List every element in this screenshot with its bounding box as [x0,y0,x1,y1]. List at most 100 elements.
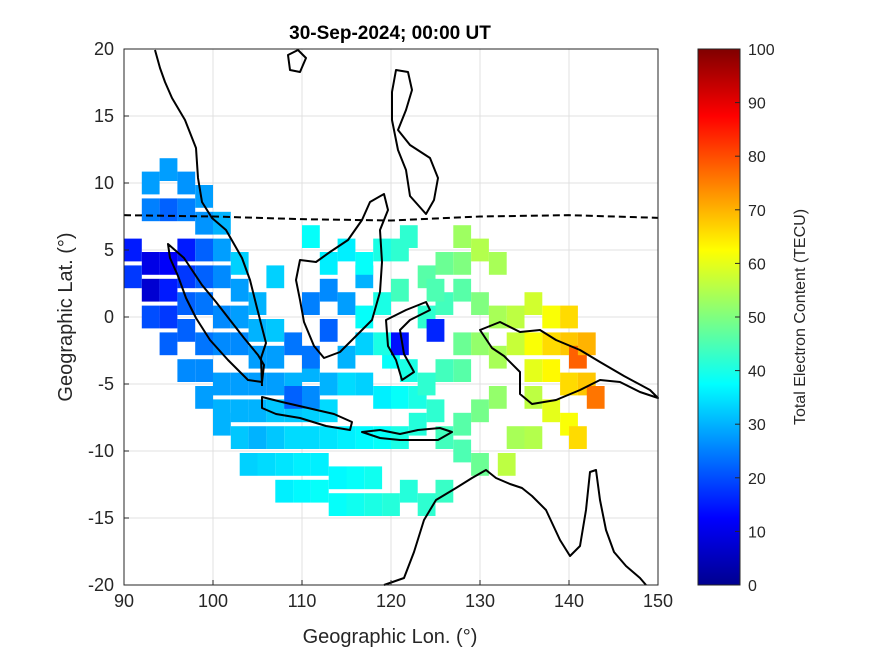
y-tick-label: -15 [88,508,114,528]
x-axis-label: Geographic Lon. (°) [303,626,478,648]
tec-cell [310,453,329,476]
x-tick-label: 90 [114,591,134,611]
tec-cell [141,278,160,302]
tec-cell [302,292,320,315]
y-tick-label: 20 [94,39,114,59]
tec-cell [453,225,472,248]
tec-cell [159,158,178,181]
tec-cell [159,252,178,275]
tec-cell [248,372,267,396]
tec-cell [230,372,249,396]
tec-cell [177,359,196,382]
tec-cell [319,319,338,342]
tec-cell [391,332,409,356]
tec-cell [417,493,436,516]
tec-cell [524,426,543,449]
coastline-sulawesi [385,301,431,381]
y-axis-ticks: 20 15 10 5 0 -5 -10 -15 -20 [88,39,129,595]
tec-cell [195,292,213,315]
tec-cell [471,292,489,315]
tec-cell [524,386,543,409]
tec-cell [141,198,160,222]
tec-cell [542,332,561,356]
tec-cell [319,399,338,423]
tec-cell [524,332,543,356]
tec-cell [266,345,285,369]
tec-cell [391,386,409,409]
tec-cell [159,305,178,329]
colorbar-tick-label: 50 [748,310,766,327]
coastline-lesser-sunda [361,427,453,441]
tec-cell [471,332,489,356]
tec-cell [293,453,311,476]
x-tick-label: 130 [465,591,495,611]
colorbar [697,48,741,586]
tec-cell [542,305,561,329]
tec-cell [124,265,142,289]
tec-cell [391,278,409,302]
tec-cell [453,278,472,302]
colorbar-tick-label: 90 [748,96,766,113]
colorbar-ticks: 0 10 20 30 40 50 60 70 80 90 100 [735,42,775,595]
y-tick-label: 0 [104,307,114,327]
y-tick-label: -10 [88,441,114,461]
tec-cell [275,453,294,476]
tec-cell [141,252,160,275]
tec-cell [471,238,489,262]
x-tick-label: 100 [198,591,228,611]
tec-cell [213,412,231,436]
tec-cell [177,265,196,289]
tec-cell [213,238,231,262]
tec-cell [399,359,418,382]
tec-cell [195,238,213,262]
x-tick-label: 150 [643,591,673,611]
tec-cell [435,359,454,382]
tec-cell [248,399,267,423]
tec-cell [328,493,347,516]
tec-cell [399,225,418,248]
coastline-borneo [295,193,389,359]
coastline-sumatra [167,243,265,383]
tec-cell [124,238,142,262]
tec-cell [355,426,374,449]
tec-cell [266,265,285,289]
tec-cell [213,211,231,235]
tec-cell [560,372,578,396]
tec-cell [302,426,320,449]
x-axis-ticks: 90 100 110 120 130 140 150 [114,580,673,611]
colorbar-tick-label: 20 [748,471,766,488]
tec-cell [435,252,454,275]
tec-cell [266,426,285,449]
tec-cell [319,372,338,396]
tec-cell [257,453,276,476]
tec-cell [177,238,196,262]
coastline-new-guinea [479,321,659,405]
coastline-mainland [154,49,267,387]
tec-cell [310,479,329,503]
tec-cell [337,372,356,396]
tec-cell [426,319,445,342]
tec-cell [506,332,525,356]
x-tick-label: 140 [554,591,584,611]
tec-cell [337,292,356,315]
tec-cell [195,332,213,356]
y-tick-label: -20 [88,575,114,595]
tec-cell [177,171,196,195]
colorbar-tick-label: 70 [748,203,766,220]
tec-cell [364,493,383,516]
tec-cell [230,305,249,329]
tec-cell [542,359,561,382]
tec-cell [230,426,249,449]
tec-cell [399,479,418,503]
tec-cell [230,278,249,302]
colorbar-tick-label: 30 [748,417,766,434]
tec-cell [346,466,365,490]
tec-cell [159,278,178,302]
colorbar-tick-label: 40 [748,364,766,381]
x-tick-label: 120 [376,591,406,611]
tec-cell [391,426,409,449]
tec-cell [213,305,231,329]
tec-cell [453,252,472,275]
tec-cell [453,412,472,436]
